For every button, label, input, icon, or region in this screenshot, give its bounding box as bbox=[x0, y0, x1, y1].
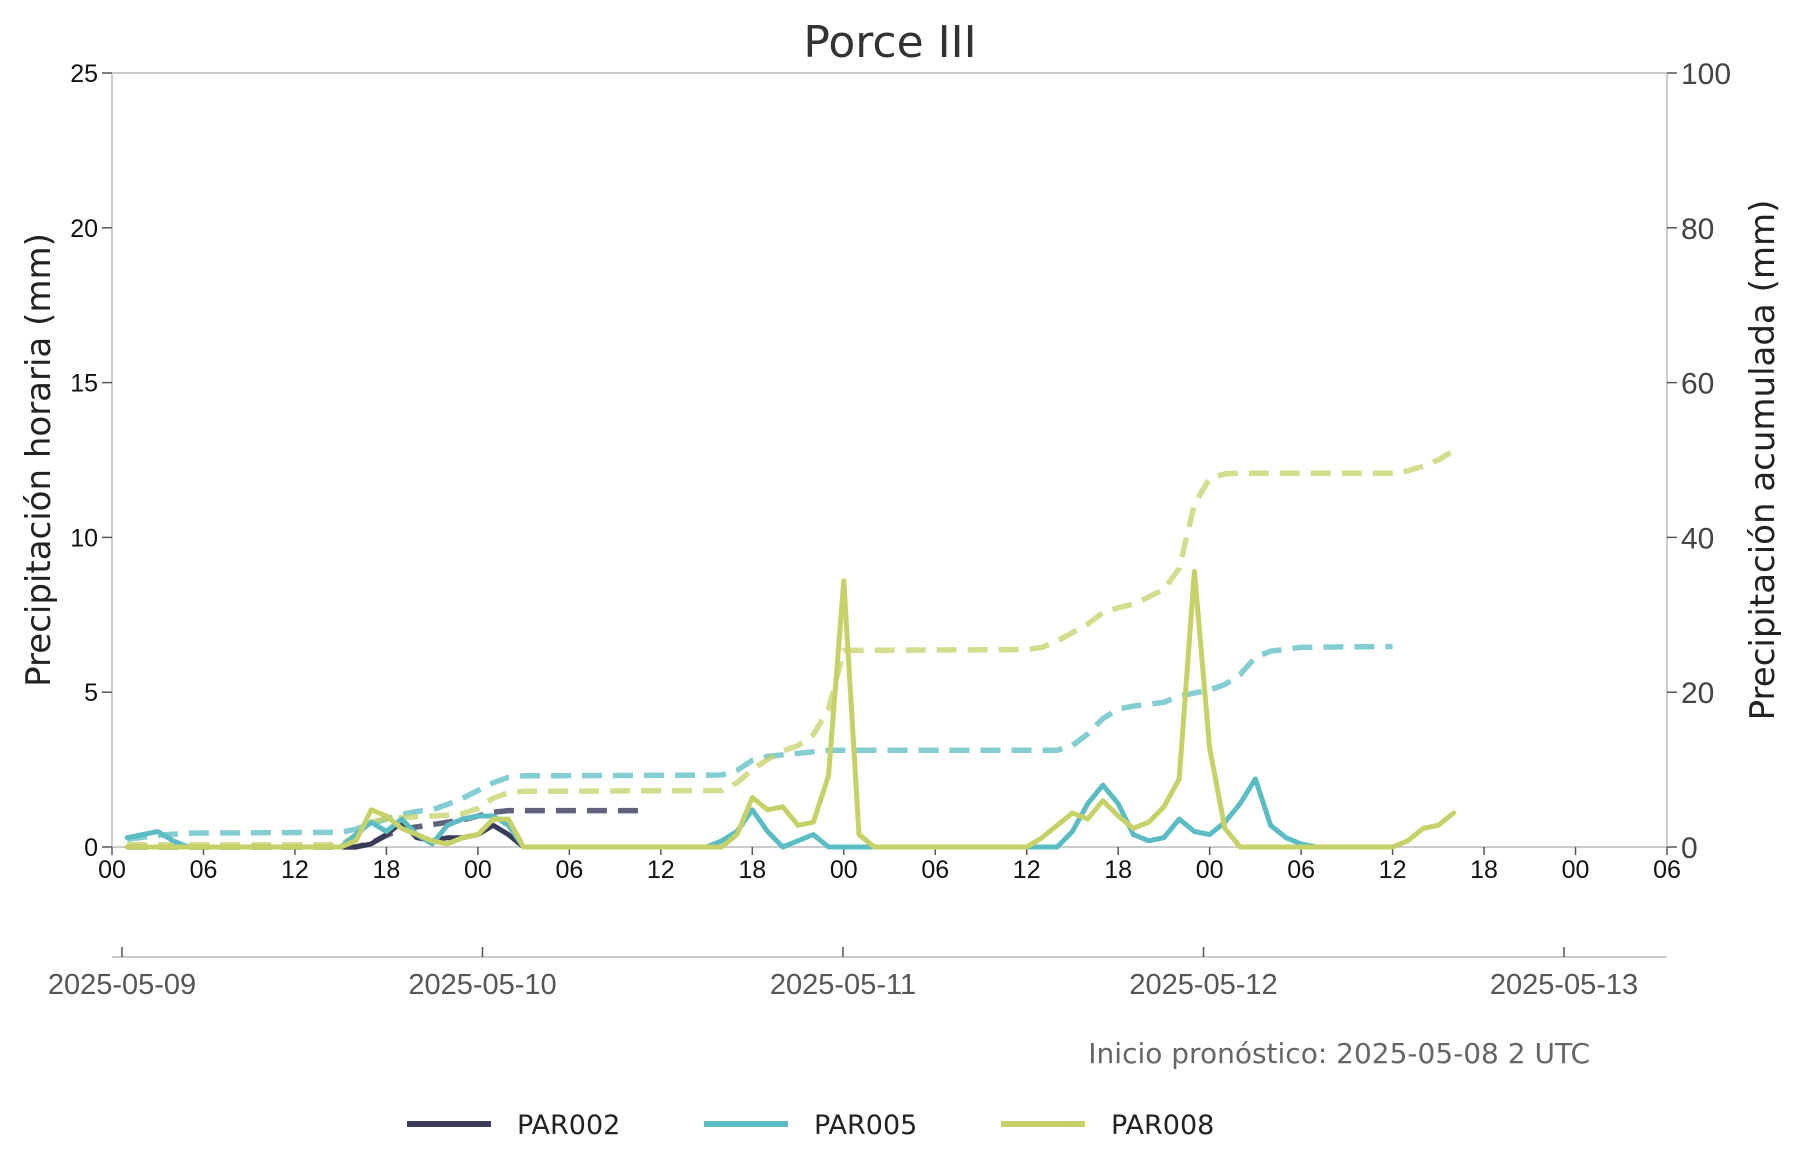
hour-tick-label: 12 bbox=[281, 856, 309, 884]
hour-tick-label: 00 bbox=[830, 856, 858, 884]
legend: PAR002 PAR005 PAR008 bbox=[407, 1110, 1214, 1141]
left-y-ticks: 0 5 10 15 20 25 bbox=[70, 60, 112, 862]
hourly-series bbox=[124, 569, 1457, 850]
legend-label-par008: PAR008 bbox=[1111, 1110, 1214, 1141]
hour-tick-label: 18 bbox=[1104, 856, 1132, 884]
left-tick-label: 10 bbox=[70, 524, 98, 552]
hourly-line-par005 bbox=[124, 776, 1396, 850]
hour-tick-label: 06 bbox=[1287, 856, 1315, 884]
hour-tick-label: 06 bbox=[190, 856, 218, 884]
right-tick-label: 40 bbox=[1681, 522, 1714, 555]
hour-tick-label: 00 bbox=[1562, 856, 1590, 884]
y-axis-label-right: Precipitación acumulada (mm) bbox=[1743, 200, 1783, 721]
hour-x-ticks: 00 06 12 18 00 06 12 18 00 06 12 18 00 06 12 18 00 06 bbox=[98, 847, 1681, 884]
hour-tick-label: 00 bbox=[1196, 856, 1224, 884]
hour-tick-label: 00 bbox=[98, 856, 126, 884]
y-axis-label-left: Precipitación horaria (mm) bbox=[19, 233, 59, 687]
right-tick-label: 20 bbox=[1681, 677, 1714, 710]
forecast-start-note: Inicio pronóstico: 2025-05-08 2 UTC bbox=[1088, 1037, 1590, 1070]
right-tick-label: 60 bbox=[1681, 368, 1714, 401]
hour-tick-label: 18 bbox=[738, 856, 766, 884]
date-x-ticks: 2025-05-09 2025-05-10 2025-05-11 2025-05-12… bbox=[48, 947, 1638, 1001]
date-tick-label: 2025-05-10 bbox=[408, 969, 556, 1001]
date-tick-label: 2025-05-13 bbox=[1490, 969, 1638, 1001]
hour-tick-label: 18 bbox=[373, 856, 401, 884]
date-tick-label: 2025-05-12 bbox=[1129, 969, 1277, 1001]
hour-tick-label: 12 bbox=[647, 856, 675, 884]
right-tick-label: 100 bbox=[1681, 58, 1731, 91]
hourly-line-par008 bbox=[124, 569, 1457, 850]
left-tick-label: 5 bbox=[84, 679, 98, 707]
right-tick-label: 0 bbox=[1681, 832, 1698, 865]
hour-tick-label: 06 bbox=[921, 856, 949, 884]
hour-tick-label: 00 bbox=[464, 856, 492, 884]
accumulated-series bbox=[126, 448, 1456, 850]
legend-label-par002: PAR002 bbox=[517, 1110, 620, 1141]
left-tick-label: 25 bbox=[70, 60, 98, 88]
hour-tick-label: 12 bbox=[1013, 856, 1041, 884]
chart-title: Porce III bbox=[803, 17, 976, 68]
legend-label-par005: PAR005 bbox=[814, 1110, 917, 1141]
hour-tick-label: 06 bbox=[555, 856, 583, 884]
left-tick-label: 0 bbox=[84, 834, 98, 862]
date-tick-label: 2025-05-09 bbox=[48, 969, 196, 1001]
left-tick-label: 20 bbox=[70, 215, 98, 243]
left-tick-label: 15 bbox=[70, 370, 98, 398]
hour-tick-label: 12 bbox=[1379, 856, 1407, 884]
right-y-ticks: 0 20 40 60 80 100 bbox=[1667, 58, 1731, 865]
hour-tick-label: 18 bbox=[1470, 856, 1498, 884]
date-tick-label: 2025-05-11 bbox=[770, 969, 916, 1001]
hour-tick-label: 06 bbox=[1653, 856, 1681, 884]
accumulated-line-par002 bbox=[127, 807, 646, 850]
accumulated-line-par008 bbox=[127, 448, 1456, 848]
right-tick-label: 80 bbox=[1681, 213, 1714, 246]
